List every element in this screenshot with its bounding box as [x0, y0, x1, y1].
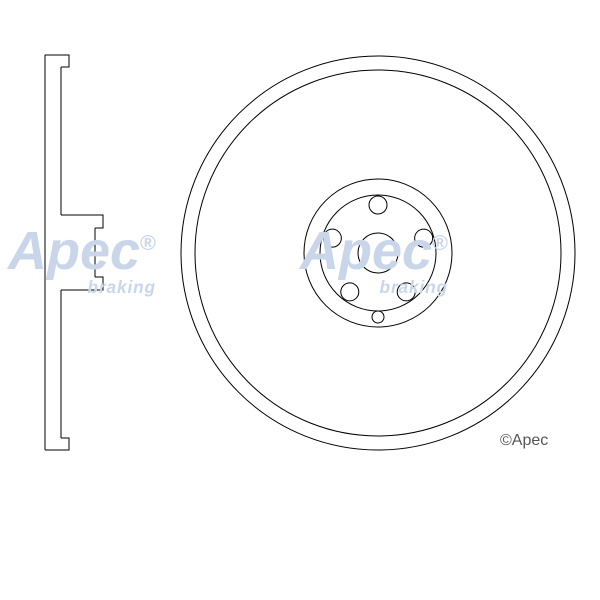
drawing-canvas: Apec® braking Apec® braking ©Apec: [0, 0, 600, 600]
copyright-text: ©Apec: [500, 432, 548, 450]
technical-drawing: [0, 0, 600, 600]
